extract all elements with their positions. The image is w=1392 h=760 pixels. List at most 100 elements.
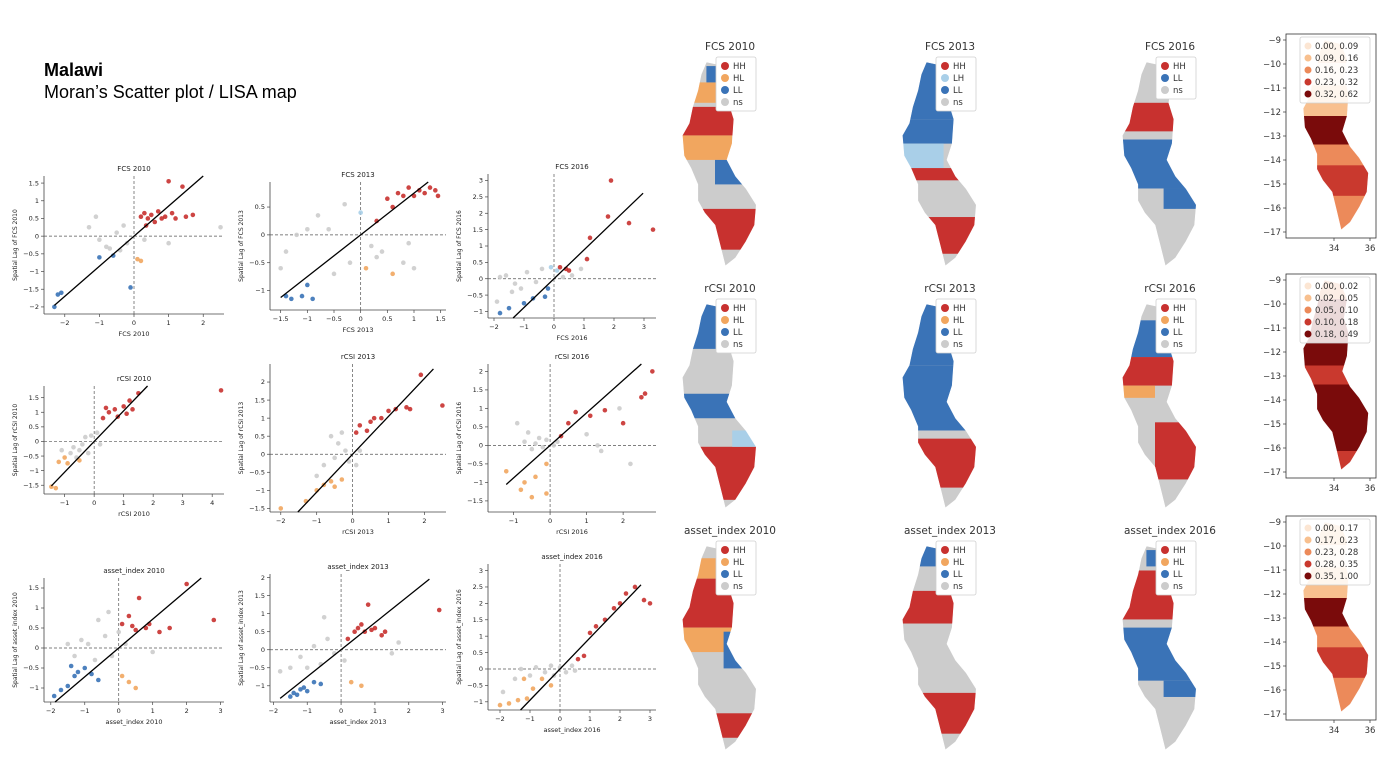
data-point (97, 237, 102, 242)
fit-line (297, 368, 434, 513)
cluster-region-LL (715, 159, 757, 185)
x-tick-label: 0 (359, 315, 363, 323)
legend-swatch (1304, 330, 1312, 338)
legend-label: 0.00, 0.09 (1315, 42, 1358, 52)
map-legend (935, 540, 977, 596)
data-point (365, 602, 371, 607)
x-tick-label: 1 (373, 707, 377, 715)
data-point (608, 178, 614, 183)
cluster-region-HH (902, 168, 977, 181)
data-point (404, 405, 409, 410)
data-point (112, 407, 118, 412)
y-tick-label: 0.5 (473, 649, 483, 657)
data-point (155, 209, 161, 214)
data-point (298, 687, 303, 692)
legend-label: ns (733, 582, 743, 592)
x-tick-label: −1 (95, 319, 105, 327)
cluster-region-LL (723, 631, 757, 669)
data-point (342, 201, 347, 207)
data-point (390, 271, 395, 277)
legend-swatch (721, 340, 729, 348)
data-point (321, 462, 327, 468)
y-tick-label: −0.5 (467, 682, 483, 690)
legend-swatch (1304, 306, 1312, 314)
data-point (497, 310, 503, 316)
y-tick-label: −1 (473, 308, 483, 316)
cluster-region-LL (682, 393, 757, 419)
data-point (617, 406, 622, 411)
data-point (190, 212, 196, 218)
y-tick-label: −0.5 (23, 664, 39, 672)
moran-scatter-fcs-2016: FCS 2016 −2 −1 0 1 2 3 −1 −0.5 0 0.5 1 1.5 2 2.5 3 FCS 2… (456, 163, 656, 342)
x-tick-label: −1 (509, 517, 519, 525)
data-point (544, 491, 549, 496)
data-point (401, 193, 406, 199)
legend-swatch (1304, 42, 1312, 50)
data-point (514, 420, 520, 426)
legend-swatch (1304, 536, 1312, 544)
data-point (62, 455, 67, 460)
legend-swatch (1161, 86, 1169, 94)
data-point (94, 430, 100, 436)
map-title: FCS 2016 (1145, 41, 1195, 53)
legend-label: 0.00, 0.17 (1315, 524, 1358, 534)
cluster-region-LH (732, 430, 757, 447)
data-point (509, 289, 515, 295)
data-point (593, 624, 599, 629)
data-point (298, 654, 303, 660)
legend-label: LL (733, 86, 743, 96)
data-point (379, 249, 385, 254)
data-point (86, 225, 92, 230)
legend-swatch (1304, 572, 1312, 580)
cluster-region-HH (697, 446, 757, 500)
data-point (650, 369, 655, 374)
y-tick-label: −0.5 (249, 259, 265, 267)
y-tick-label: 0.5 (29, 624, 39, 632)
data-point (363, 265, 369, 271)
data-point (357, 448, 363, 453)
data-point (581, 653, 587, 659)
y-tick-label: 0.5 (473, 423, 483, 431)
x-tick-label: 1 (386, 517, 390, 525)
legend-swatch (1304, 318, 1312, 326)
y-axis-label: Spatial Lag of asset_index 2010 (12, 592, 19, 688)
legend-label: 0.05, 0.10 (1315, 306, 1358, 316)
y-tick-label: 2 (261, 378, 265, 386)
data-point (435, 193, 441, 199)
legend-swatch (941, 558, 949, 566)
y-tick-label: 1.5 (29, 179, 39, 187)
data-point (548, 683, 554, 688)
legend-label: 0.35, 1.00 (1315, 572, 1358, 582)
y-tick-label: −12 (1263, 108, 1281, 118)
y-tick-label: 0 (35, 644, 39, 652)
data-point (343, 448, 348, 453)
x-tick-label: 1 (167, 319, 171, 327)
legend-label: 0.23, 0.28 (1315, 548, 1358, 558)
y-tick-label: −17 (1263, 228, 1281, 238)
y-tick-label: 2 (479, 600, 483, 608)
data-point (512, 281, 518, 286)
country-border (681, 61, 757, 267)
y-tick-label: −17 (1263, 468, 1281, 478)
data-point (355, 625, 361, 631)
data-point (364, 428, 370, 434)
lisa-map-rcsi-2010: rCSI 2010 HH HL LL ns (681, 283, 757, 509)
legend-swatch (941, 582, 949, 590)
data-point (345, 636, 351, 642)
data-point (524, 269, 530, 275)
data-point (522, 480, 527, 485)
data-point (55, 292, 61, 297)
x-axis-label: FCS 2010 (118, 330, 149, 338)
chart-title: rCSI 2013 (341, 353, 375, 361)
legend-label: 0.10, 0.18 (1315, 318, 1358, 328)
data-point (107, 246, 113, 251)
data-point (436, 607, 442, 613)
data-point (288, 665, 293, 671)
y-tick-label: 2 (479, 368, 483, 376)
data-point (440, 403, 445, 408)
y-tick-label: −9 (1268, 36, 1281, 46)
legend-swatch (941, 74, 949, 82)
data-point (602, 407, 608, 413)
cluster-region-HH (697, 208, 757, 250)
legend-swatch (721, 98, 729, 106)
